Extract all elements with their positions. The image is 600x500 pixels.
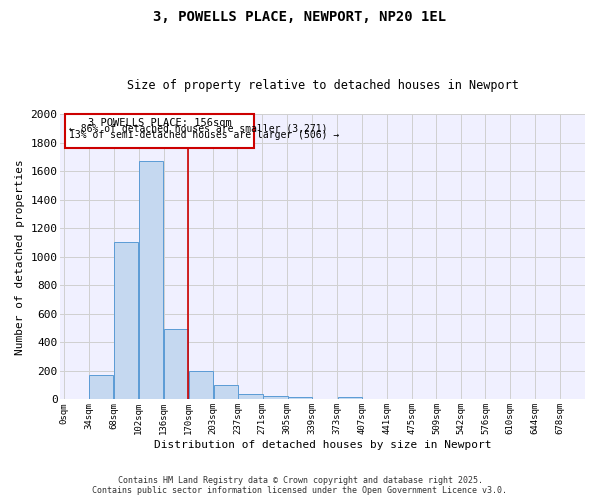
Text: 13% of semi-detached houses are larger (506) →: 13% of semi-detached houses are larger (… — [69, 130, 340, 140]
Bar — [139, 161, 163, 400]
Title: Size of property relative to detached houses in Newport: Size of property relative to detached ho… — [127, 79, 518, 92]
Bar — [238, 394, 263, 400]
Bar — [164, 330, 188, 400]
Text: ← 86% of detached houses are smaller (3,271): ← 86% of detached houses are smaller (3,… — [69, 124, 328, 134]
Text: 3 POWELLS PLACE: 156sqm: 3 POWELLS PLACE: 156sqm — [88, 118, 232, 128]
X-axis label: Distribution of detached houses by size in Newport: Distribution of detached houses by size … — [154, 440, 491, 450]
Bar — [65, 114, 254, 148]
Text: Contains HM Land Registry data © Crown copyright and database right 2025.
Contai: Contains HM Land Registry data © Crown c… — [92, 476, 508, 495]
Bar — [114, 242, 139, 400]
Bar — [338, 398, 362, 400]
Bar — [214, 385, 238, 400]
Bar — [263, 396, 287, 400]
Bar — [89, 375, 113, 400]
Bar — [188, 371, 213, 400]
Bar — [288, 398, 313, 400]
Text: 3, POWELLS PLACE, NEWPORT, NP20 1EL: 3, POWELLS PLACE, NEWPORT, NP20 1EL — [154, 10, 446, 24]
Y-axis label: Number of detached properties: Number of detached properties — [15, 159, 25, 354]
